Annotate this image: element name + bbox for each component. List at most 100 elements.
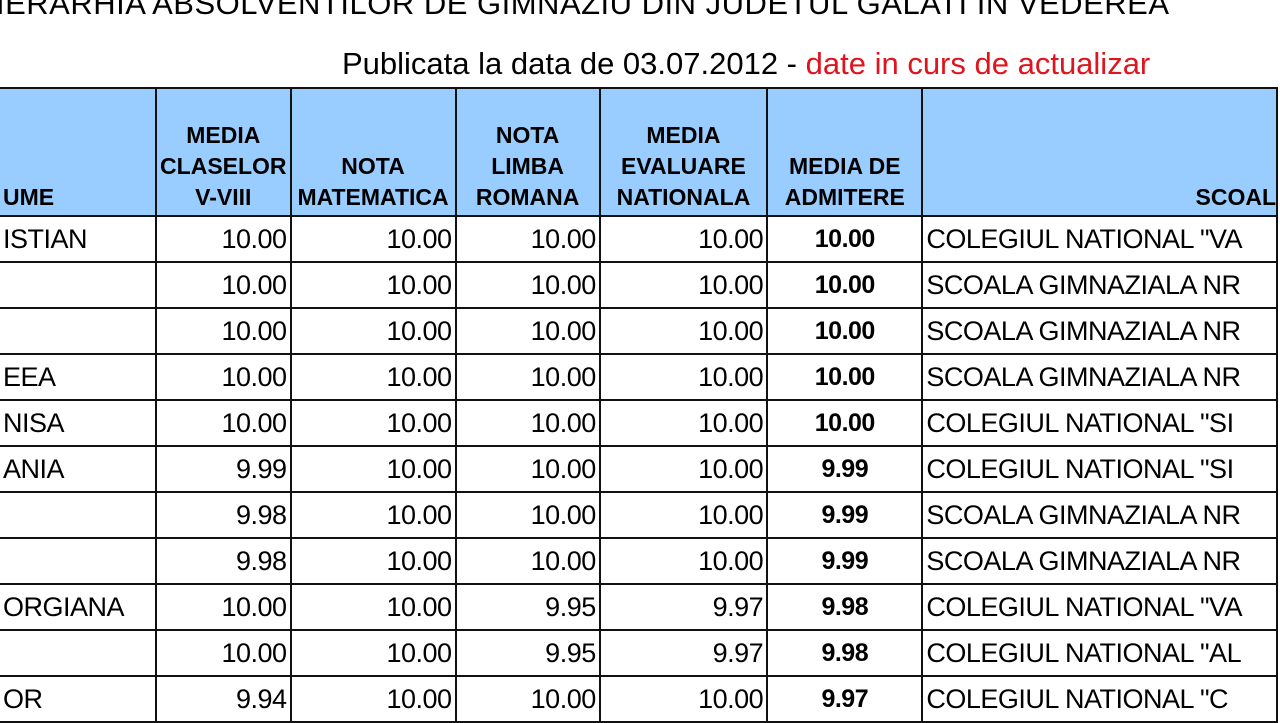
cell-media-admitere: 9.98: [766, 629, 924, 677]
cell-media-clase: 10.00: [155, 629, 292, 677]
cell-nota-matematica: 10.00: [289, 399, 457, 447]
table-row: 10.00 10.00 10.00 10.00 10.00 SCOALA GIMNAZIA…: [0, 261, 1278, 309]
cell-media-evaluare: 10.00: [598, 537, 769, 585]
col-header-media-clase: MEDIA CLASELOR V-VIII: [155, 87, 292, 217]
cell-media-admitere: 9.99: [766, 445, 924, 493]
cell-media-evaluare: 10.00: [598, 353, 769, 401]
cell-media-evaluare: 10.00: [598, 445, 769, 493]
cell-name: [0, 537, 158, 585]
cell-media-admitere: 9.99: [766, 491, 924, 539]
cell-scoala: COLEGIUL NATIONAL "AL: [921, 629, 1278, 677]
cell-nota-matematica: 10.00: [289, 583, 457, 631]
cell-nota-matematica: 10.00: [289, 491, 457, 539]
update-status-text: date in curs de actualizar: [805, 46, 1151, 81]
cell-media-clase: 9.99: [155, 445, 292, 493]
table-row: OR 9.94 10.00 10.00 10.00 9.97 COLEGIUL NATION…: [0, 675, 1278, 723]
cell-nota-romana: 10.00: [454, 675, 601, 723]
cell-media-clase: 10.00: [155, 399, 292, 447]
cell-nota-romana: 10.00: [454, 215, 601, 263]
publication-info: Publicata la data de 03.07.2012 - date i…: [342, 46, 1150, 82]
cell-scoala: SCOALA GIMNAZIALA NR: [921, 353, 1278, 401]
table-header-row: UME MEDIA CLASELOR V-VIII NOTA MATEMATIC…: [0, 87, 1278, 217]
col-header-scoala: SCOAL: [921, 87, 1278, 217]
cell-scoala: COLEGIUL NATIONAL "SI: [921, 445, 1278, 493]
cell-nota-matematica: 10.00: [289, 307, 457, 355]
cell-nota-matematica: 10.00: [289, 445, 457, 493]
cell-media-evaluare: 10.00: [598, 675, 769, 723]
cell-name: [0, 307, 158, 355]
table-row: 10.00 10.00 9.95 9.97 9.98 COLEGIUL NATIONAL …: [0, 629, 1278, 677]
cell-media-evaluare: 9.97: [598, 629, 769, 677]
cell-nota-romana: 9.95: [454, 583, 601, 631]
table-row: 9.98 10.00 10.00 10.00 9.99 SCOALA GIMNAZIALA…: [0, 537, 1278, 585]
cell-media-evaluare: 10.00: [598, 399, 769, 447]
cell-nota-romana: 10.00: [454, 537, 601, 585]
cell-media-admitere: 10.00: [766, 399, 924, 447]
cell-media-clase: 10.00: [155, 307, 292, 355]
table-row: ANIA 9.99 10.00 10.00 10.00 9.99 COLEGIUL NATI…: [0, 445, 1278, 493]
cell-nota-romana: 10.00: [454, 353, 601, 401]
cell-scoala: COLEGIUL NATIONAL "VA: [921, 583, 1278, 631]
table-row: ISTIAN 10.00 10.00 10.00 10.00 10.00 COLEGIUL …: [0, 215, 1278, 263]
table-row: ORGIANA 10.00 10.00 9.95 9.97 9.98 COLEGIUL NA…: [0, 583, 1278, 631]
cell-name: NISA: [0, 399, 158, 447]
cell-name: [0, 629, 158, 677]
table-row: 9.98 10.00 10.00 10.00 9.99 SCOALA GIMNAZIALA…: [0, 491, 1278, 539]
cell-media-admitere: 10.00: [766, 353, 924, 401]
cell-nota-romana: 10.00: [454, 399, 601, 447]
cell-nota-romana: 10.00: [454, 491, 601, 539]
cell-scoala: SCOALA GIMNAZIALA NR: [921, 491, 1278, 539]
cell-name: EEA: [0, 353, 158, 401]
page-title: IERARHIA ABSOLVENTILOR DE GIMNAZIU DIN J…: [0, 0, 1170, 21]
cell-media-evaluare: 10.00: [598, 491, 769, 539]
cell-media-admitere: 10.00: [766, 215, 924, 263]
col-header-media-evaluare: MEDIA EVALUARE NATIONALA: [598, 87, 769, 217]
cell-media-evaluare: 10.00: [598, 307, 769, 355]
cell-nota-matematica: 10.00: [289, 675, 457, 723]
cell-nota-romana: 10.00: [454, 261, 601, 309]
cell-name: [0, 491, 158, 539]
cell-media-evaluare: 9.97: [598, 583, 769, 631]
cell-scoala: COLEGIUL NATIONAL "C: [921, 675, 1278, 723]
publication-date-text: Publicata la data de 03.07.2012 -: [342, 46, 806, 81]
cell-media-evaluare: 10.00: [598, 261, 769, 309]
cell-scoala: COLEGIUL NATIONAL "SI: [921, 399, 1278, 447]
cell-nota-matematica: 10.00: [289, 353, 457, 401]
cell-media-clase: 10.00: [155, 215, 292, 263]
cell-name: OR: [0, 675, 158, 723]
cell-media-clase: 10.00: [155, 353, 292, 401]
cell-nota-matematica: 10.00: [289, 261, 457, 309]
cell-nota-romana: 10.00: [454, 445, 601, 493]
cell-name: [0, 261, 158, 309]
cell-media-clase: 10.00: [155, 583, 292, 631]
cell-media-clase: 9.98: [155, 491, 292, 539]
cell-media-clase: 10.00: [155, 261, 292, 309]
cell-media-admitere: 9.98: [766, 583, 924, 631]
col-header-nota-matematica: NOTA MATEMATICA: [289, 87, 457, 217]
cell-nota-matematica: 10.00: [289, 629, 457, 677]
cell-media-clase: 9.94: [155, 675, 292, 723]
cell-scoala: SCOALA GIMNAZIALA NR: [921, 261, 1278, 309]
cell-nota-romana: 9.95: [454, 629, 601, 677]
cell-media-admitere: 9.97: [766, 675, 924, 723]
ranking-table: UME MEDIA CLASELOR V-VIII NOTA MATEMATIC…: [0, 87, 1278, 723]
cell-media-clase: 9.98: [155, 537, 292, 585]
col-header-nota-romana: NOTA LIMBA ROMANA: [454, 87, 601, 217]
cell-name: ANIA: [0, 445, 158, 493]
cell-nota-romana: 10.00: [454, 307, 601, 355]
cell-media-evaluare: 10.00: [598, 215, 769, 263]
table-row: EEA 10.00 10.00 10.00 10.00 10.00 SCOALA GIMNA…: [0, 353, 1278, 401]
cell-media-admitere: 9.99: [766, 537, 924, 585]
cell-scoala: COLEGIUL NATIONAL "VA: [921, 215, 1278, 263]
cell-nota-matematica: 10.00: [289, 537, 457, 585]
cell-media-admitere: 10.00: [766, 307, 924, 355]
table-row: 10.00 10.00 10.00 10.00 10.00 SCOALA GIMNAZIA…: [0, 307, 1278, 355]
table-row: NISA 10.00 10.00 10.00 10.00 10.00 COLEGIUL NA…: [0, 399, 1278, 447]
cell-scoala: SCOALA GIMNAZIALA NR: [921, 537, 1278, 585]
col-header-name: UME: [0, 87, 158, 217]
cell-name: ORGIANA: [0, 583, 158, 631]
cell-name: ISTIAN: [0, 215, 158, 263]
cell-scoala: SCOALA GIMNAZIALA NR: [921, 307, 1278, 355]
col-header-media-admitere: MEDIA DE ADMITERE: [766, 87, 924, 217]
cell-media-admitere: 10.00: [766, 261, 924, 309]
